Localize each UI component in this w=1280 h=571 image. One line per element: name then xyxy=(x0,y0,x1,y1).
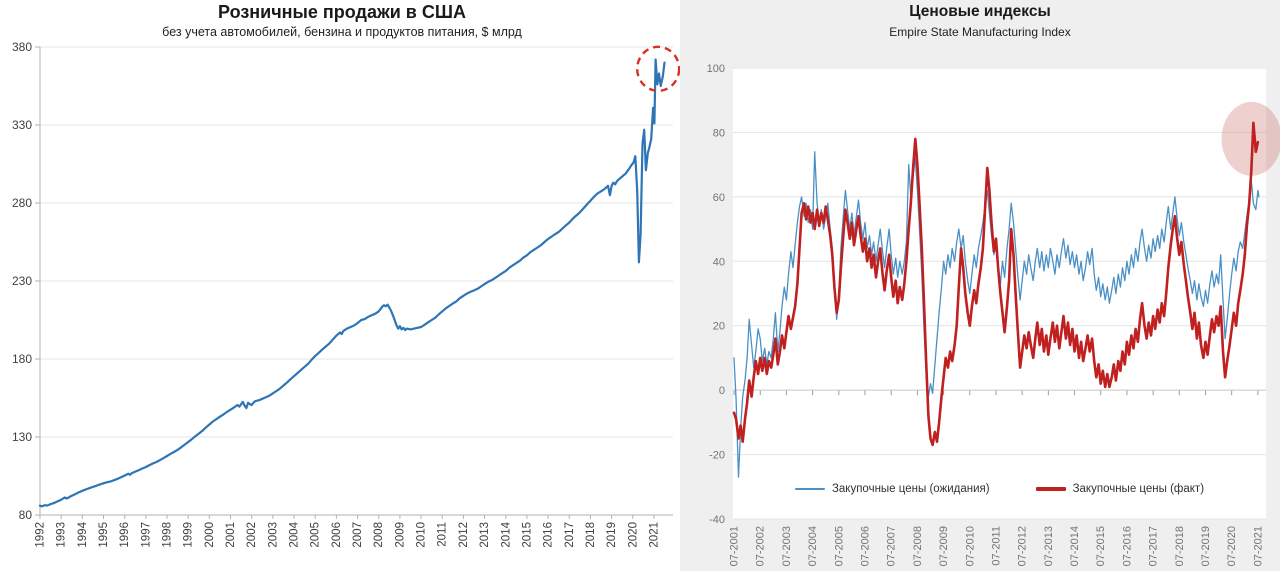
svg-text:40: 40 xyxy=(713,256,725,268)
svg-text:100: 100 xyxy=(707,63,725,75)
retail-sales-chart-panel: Розничные продажи в США без учета автомо… xyxy=(11,2,681,548)
svg-text:380: 380 xyxy=(12,40,32,54)
expectations-line-swatch xyxy=(794,488,825,490)
retail-sales-plot: 80 130 180 230 280 330 380 1992 1993 1994 1995 1996… xyxy=(12,40,681,548)
svg-text:07-2003: 07-2003 xyxy=(781,526,793,566)
svg-text:1992: 1992 xyxy=(35,522,47,548)
retail-sales-line xyxy=(38,58,666,508)
svg-text:1996: 1996 xyxy=(119,522,131,548)
legend-item-fact: Закупочные цены (факт) xyxy=(1035,483,1205,495)
svg-text:07-2015: 07-2015 xyxy=(1095,526,1107,566)
svg-text:07-2001: 07-2001 xyxy=(729,526,741,566)
svg-text:2007: 2007 xyxy=(352,522,364,548)
y-axis-labels: -40 -20 0 20 40 60 80 100 xyxy=(707,63,725,526)
svg-text:2012: 2012 xyxy=(458,522,470,548)
svg-text:2011: 2011 xyxy=(437,522,449,547)
y-axis-labels: 80 130 180 230 280 330 380 xyxy=(12,40,40,522)
svg-text:2006: 2006 xyxy=(331,522,343,548)
legend-label-fact: Закупочные цены (факт) xyxy=(1072,483,1205,495)
retail-chart-subtitle: без учета автомобилей, бензина и продукт… xyxy=(162,25,522,39)
legend-label-expectations: Закупочные цены (ожидания) xyxy=(831,483,990,495)
svg-text:2004: 2004 xyxy=(289,521,301,547)
svg-text:0: 0 xyxy=(719,385,725,397)
svg-text:330: 330 xyxy=(12,118,32,132)
svg-text:80: 80 xyxy=(19,508,33,522)
retail-chart-title: Розничные продажи в США xyxy=(218,2,466,22)
svg-text:1995: 1995 xyxy=(98,522,110,548)
svg-text:07-2014: 07-2014 xyxy=(1069,526,1081,566)
legend: Закупочные цены (ожидания) Закупочные це… xyxy=(733,483,1266,495)
price-index-chart-subtitle: Empire State Manufacturing Index xyxy=(889,25,1071,39)
svg-text:07-2020: 07-2020 xyxy=(1226,526,1238,566)
highlight-dashed-circle xyxy=(635,45,681,93)
svg-text:2020: 2020 xyxy=(627,522,639,548)
svg-text:280: 280 xyxy=(12,196,32,210)
highlight-ellipse xyxy=(1221,101,1280,176)
svg-text:20: 20 xyxy=(713,321,725,333)
svg-text:2017: 2017 xyxy=(564,522,576,548)
svg-text:07-2011: 07-2011 xyxy=(990,526,1002,566)
svg-text:2009: 2009 xyxy=(394,522,406,548)
svg-text:07-2017: 07-2017 xyxy=(1148,526,1160,566)
fact-line-swatch xyxy=(1035,487,1066,491)
svg-text:80: 80 xyxy=(713,127,725,139)
svg-text:2002: 2002 xyxy=(246,522,258,548)
svg-text:60: 60 xyxy=(713,192,725,204)
svg-text:07-2002: 07-2002 xyxy=(755,526,767,566)
svg-text:180: 180 xyxy=(12,352,32,366)
svg-text:07-2008: 07-2008 xyxy=(912,526,924,566)
fact-line xyxy=(732,121,1260,447)
svg-text:2013: 2013 xyxy=(479,522,491,548)
svg-text:07-2013: 07-2013 xyxy=(1043,526,1055,566)
svg-text:07-2021: 07-2021 xyxy=(1252,526,1264,566)
svg-text:2016: 2016 xyxy=(543,522,555,548)
svg-text:07-2012: 07-2012 xyxy=(1017,526,1029,566)
svg-text:1994: 1994 xyxy=(77,521,89,547)
svg-text:2000: 2000 xyxy=(204,522,216,548)
svg-text:2003: 2003 xyxy=(267,522,279,548)
svg-text:07-2009: 07-2009 xyxy=(938,526,950,566)
svg-text:2001: 2001 xyxy=(225,522,237,548)
svg-text:07-2006: 07-2006 xyxy=(860,526,872,566)
gridlines xyxy=(40,46,673,438)
svg-text:07-2019: 07-2019 xyxy=(1200,526,1212,566)
svg-text:-40: -40 xyxy=(709,514,725,526)
svg-text:130: 130 xyxy=(12,430,32,444)
svg-text:2014: 2014 xyxy=(500,521,512,547)
price-index-chart-title: Ценовые индексы xyxy=(909,3,1051,20)
svg-text:07-2004: 07-2004 xyxy=(807,526,819,566)
svg-text:2018: 2018 xyxy=(585,522,597,548)
svg-text:230: 230 xyxy=(12,274,32,288)
svg-text:07-2005: 07-2005 xyxy=(833,526,845,566)
svg-text:2015: 2015 xyxy=(521,522,533,548)
svg-text:07-2007: 07-2007 xyxy=(886,526,898,566)
svg-text:2010: 2010 xyxy=(416,522,428,548)
price-index-chart-panel: Ценовые индексы Empire State Manufacturi… xyxy=(680,0,1280,571)
svg-text:07-2018: 07-2018 xyxy=(1174,526,1186,566)
legend-item-expectations: Закупочные цены (ожидания) xyxy=(794,483,990,495)
svg-text:2021: 2021 xyxy=(648,522,660,548)
svg-text:07-2016: 07-2016 xyxy=(1121,526,1133,566)
svg-text:1999: 1999 xyxy=(183,522,195,548)
x-axis-labels: 07-2001 07-2002 07-2003 07-2004 07-2005 07-20… xyxy=(729,390,1264,566)
svg-text:1993: 1993 xyxy=(56,522,68,548)
svg-text:2019: 2019 xyxy=(606,522,618,548)
svg-text:1997: 1997 xyxy=(140,522,152,548)
svg-text:-20: -20 xyxy=(709,450,725,462)
x-axis-labels: 1992 1993 1994 1995 1996 1997 1998 1999 2000 2001… xyxy=(35,515,660,548)
svg-text:07-2010: 07-2010 xyxy=(964,526,976,566)
svg-text:2008: 2008 xyxy=(373,522,385,548)
svg-text:1998: 1998 xyxy=(162,522,174,548)
svg-text:2005: 2005 xyxy=(310,522,322,548)
